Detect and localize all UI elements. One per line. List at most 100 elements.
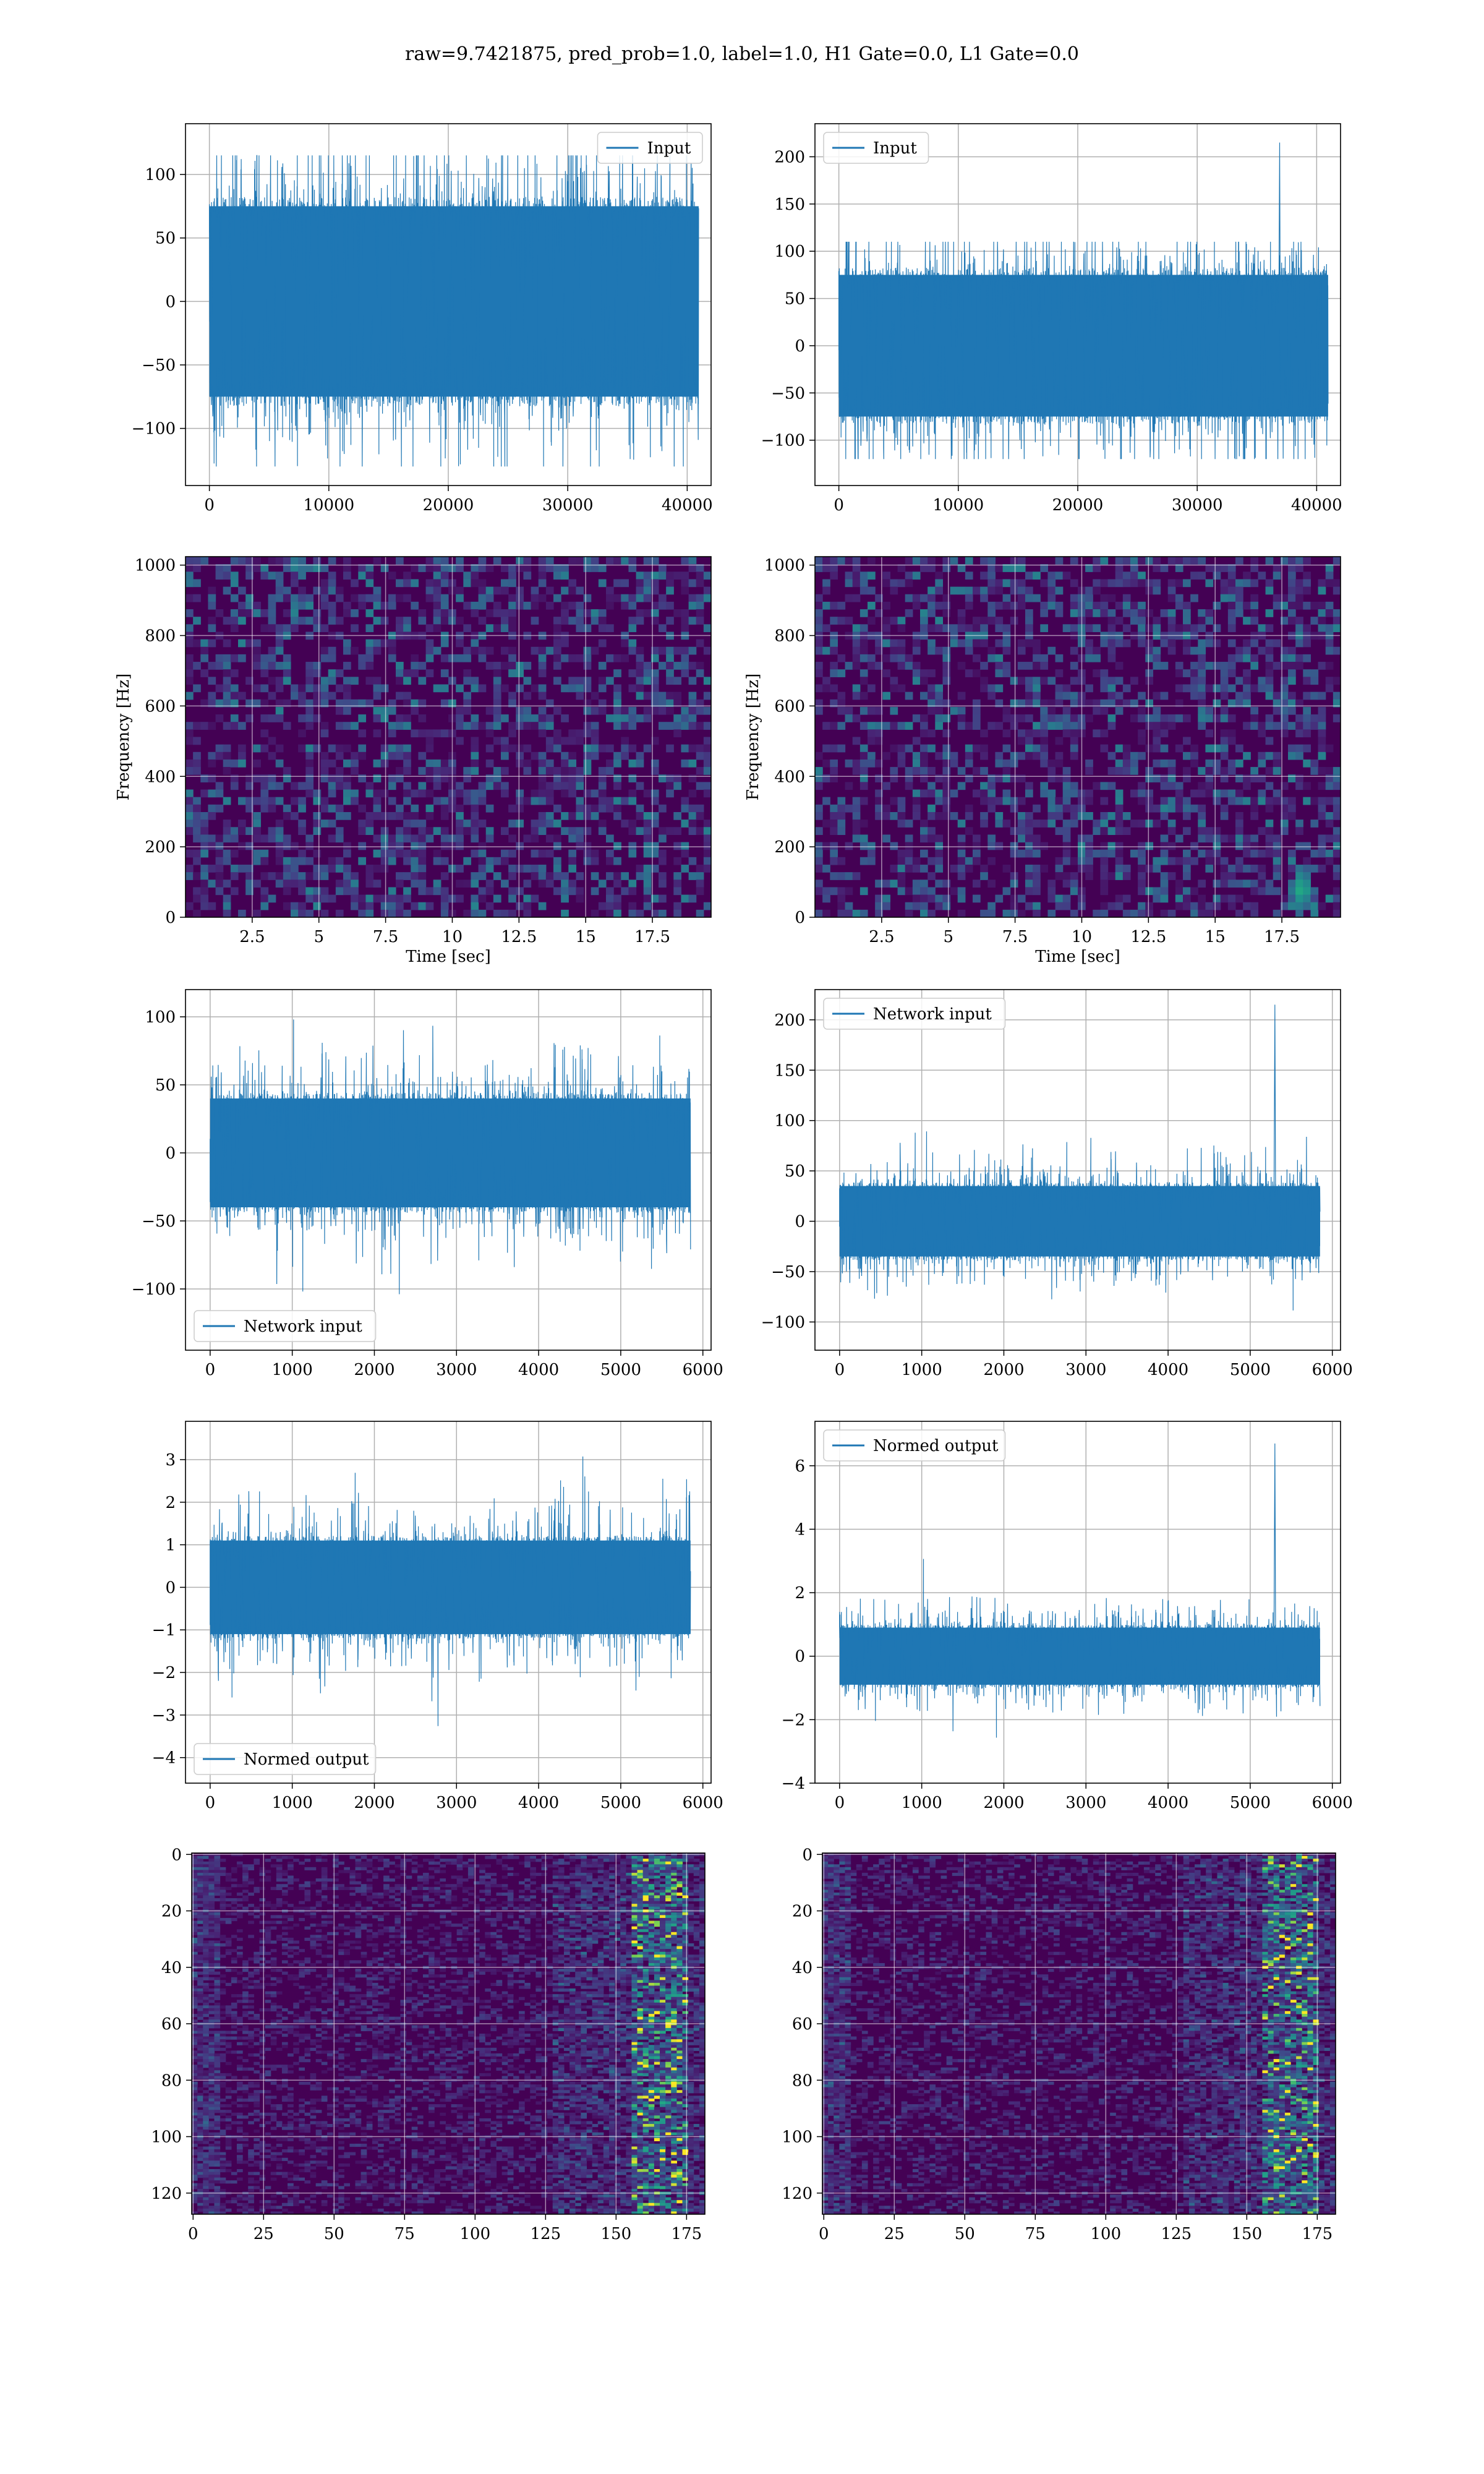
heatmap-cell <box>220 2039 226 2043</box>
heatmap-cell <box>231 2180 237 2184</box>
heatmap-cell <box>1047 677 1056 685</box>
heatmap-cell <box>538 872 547 880</box>
heatmap-cell <box>1100 609 1109 617</box>
heatmap-cell <box>208 2050 215 2054</box>
heatmap-cell <box>815 639 823 648</box>
heatmap-cell <box>456 782 464 790</box>
heatmap-cell <box>265 1929 271 1933</box>
heatmap-cell <box>659 872 667 880</box>
heatmap-cell <box>927 789 936 798</box>
heatmap-cell <box>236 2019 243 2023</box>
heatmap-cell <box>905 782 913 790</box>
heatmap-cell <box>197 2101 203 2105</box>
heatmap-cell <box>606 601 614 610</box>
heatmap-cell <box>471 789 479 798</box>
heatmap-cell <box>276 2143 283 2147</box>
heatmap-cell <box>456 880 464 888</box>
heatmap-cell <box>197 1977 203 1980</box>
heatmap-cell <box>328 864 336 873</box>
heatmap-cell <box>208 1982 215 1987</box>
heatmap-cell <box>259 1912 266 1915</box>
heatmap-cell <box>197 2076 203 2079</box>
heatmap-cell <box>845 557 853 565</box>
heatmap-cell <box>1205 902 1214 910</box>
heatmap-cell <box>215 849 224 858</box>
heatmap-cell <box>1010 579 1018 588</box>
heatmap-cell <box>1070 722 1078 730</box>
heatmap-cell <box>192 2152 198 2155</box>
heatmap-cell <box>208 2053 215 2057</box>
heatmap-cell <box>208 2208 215 2212</box>
heatmap-cell <box>254 2070 260 2074</box>
heatmap-cell <box>351 579 359 588</box>
heatmap-cell <box>236 2000 243 2003</box>
heatmap-cell <box>283 677 291 685</box>
heatmap-cell <box>1085 564 1093 572</box>
heatmap-cell <box>1085 639 1093 648</box>
heatmap-cell <box>1198 654 1206 662</box>
heatmap-cell <box>1265 669 1274 677</box>
heatmap-cell <box>703 744 711 753</box>
heatmap-cell <box>1183 811 1191 820</box>
heatmap-cell <box>1070 857 1078 865</box>
heatmap-cell <box>203 2014 209 2018</box>
heatmap-cell <box>478 557 487 565</box>
heatmap-cell <box>523 722 532 730</box>
heatmap-cell <box>456 894 464 903</box>
heatmap-cell <box>1198 767 1206 775</box>
heatmap-cell <box>666 646 674 655</box>
heatmap-cell <box>553 706 561 715</box>
heatmap-cell <box>1033 880 1041 888</box>
heatmap-cell <box>236 2160 243 2164</box>
heatmap-cell <box>1040 842 1049 850</box>
heatmap-cell <box>214 2157 221 2161</box>
heatmap-cell <box>203 1943 209 1947</box>
heatmap-cell <box>681 617 689 625</box>
heatmap-cell <box>650 759 659 768</box>
heatmap-cell <box>220 1870 226 1873</box>
heatmap-cell <box>606 894 614 903</box>
heatmap-cell <box>1122 557 1131 565</box>
heatmap-cell <box>987 782 996 790</box>
heatmap-cell <box>236 2129 243 2133</box>
heatmap-cell <box>186 820 194 828</box>
heatmap-cell <box>613 804 621 813</box>
heatmap-cell <box>259 2073 266 2077</box>
heatmap-cell <box>1122 864 1131 873</box>
heatmap-cell <box>553 774 561 782</box>
heatmap-cell <box>538 557 547 565</box>
heatmap-cell <box>260 857 269 865</box>
heatmap-cell <box>516 601 524 610</box>
heatmap-cell <box>493 706 501 715</box>
heatmap-cell <box>1190 684 1198 693</box>
heatmap-cell <box>973 767 981 775</box>
heatmap-cell <box>1122 571 1131 580</box>
heatmap-cell <box>418 767 427 775</box>
heatmap-cell <box>1288 557 1296 565</box>
heatmap-cell <box>248 1994 254 1998</box>
heatmap-cell <box>852 834 861 843</box>
heatmap-cell <box>373 557 382 565</box>
heatmap-cell <box>1040 699 1049 708</box>
heatmap-cell <box>291 811 299 820</box>
heatmap-cell <box>1093 729 1101 738</box>
normed-output-l1-ytick-label: 2 <box>795 1584 805 1603</box>
heatmap-cell <box>259 1982 266 1987</box>
heatmap-cell <box>186 759 194 768</box>
heatmap-cell <box>197 2014 203 2018</box>
heatmap-cell <box>320 751 329 760</box>
heatmap-cell <box>1115 677 1124 685</box>
heatmap-cell <box>197 2118 203 2122</box>
heatmap-cell <box>288 2065 294 2068</box>
heatmap-cell <box>973 586 981 595</box>
network-input-h1-legend: Network input <box>194 1310 377 1342</box>
heatmap-cell <box>905 774 913 782</box>
heatmap-cell <box>583 624 592 633</box>
heatmap-cell <box>225 2124 232 2128</box>
heatmap-cell <box>1310 909 1319 917</box>
heatmap-cell <box>299 1971 305 1975</box>
heatmap-cell <box>193 751 201 760</box>
heatmap-cell <box>208 2155 215 2159</box>
heatmap-cell <box>440 804 449 813</box>
heatmap-cell <box>1070 601 1078 610</box>
